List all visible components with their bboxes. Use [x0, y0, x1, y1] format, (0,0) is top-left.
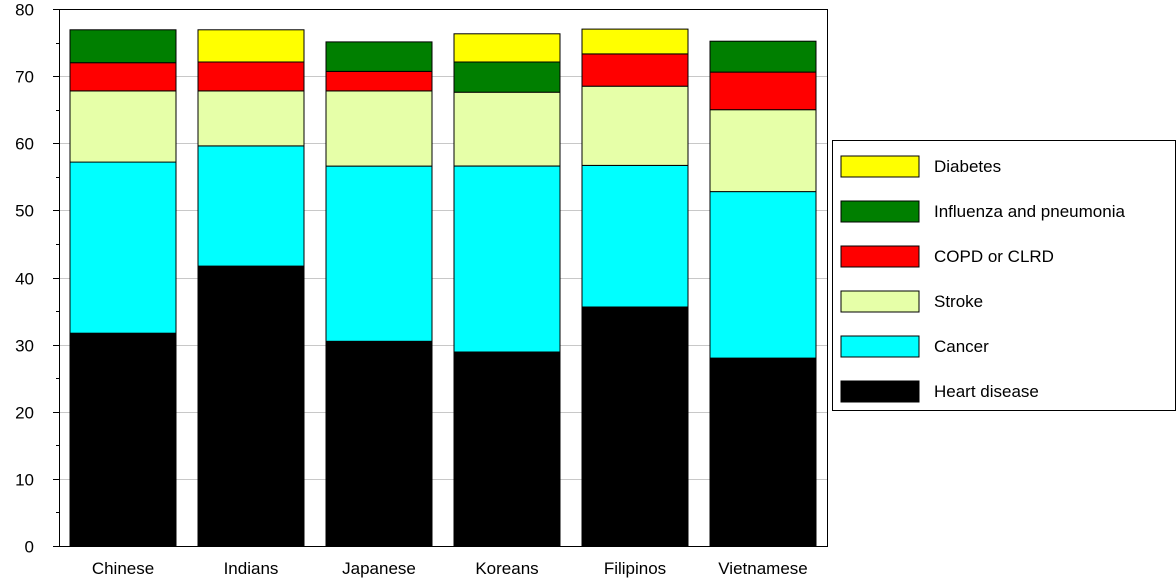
x-tick-label: Filipinos — [604, 559, 666, 578]
x-tick-label: Japanese — [342, 559, 416, 578]
x-tick-label: Vietnamese — [718, 559, 807, 578]
bar-vietnamese-copd-or-clrd — [709, 71, 817, 111]
bar-japanese-influenza-and-pneumonia — [325, 41, 433, 72]
bar-vietnamese-heart-disease — [709, 357, 817, 547]
legend-swatch-copd-or-clrd — [840, 245, 920, 268]
bar-indians-cancer — [197, 145, 305, 267]
bar-chinese-influenza-and-pneumonia — [69, 29, 177, 64]
x-tick-label: Indians — [224, 559, 279, 578]
legend: Diabetes Influenza and pneumonia COPD or C… — [832, 140, 1176, 411]
legend-label-cancer: Cancer — [934, 337, 989, 356]
y-tick-label: 80 — [15, 1, 34, 20]
bar-filipinos-copd-or-clrd — [581, 53, 689, 87]
bar-chinese-heart-disease — [69, 332, 177, 547]
y-tick-label: 20 — [15, 404, 34, 423]
bar-filipinos-diabetes — [581, 28, 689, 55]
y-tick-label: 40 — [15, 270, 34, 289]
x-axis-labels: Chinese Indians Japanese Koreans Filipinos Vi… — [92, 559, 808, 578]
bars — [69, 28, 817, 547]
legend-label-stroke: Stroke — [934, 292, 983, 311]
y-tick-label: 0 — [25, 538, 34, 557]
bar-chinese-cancer — [69, 161, 177, 334]
bar-vietnamese-cancer — [709, 191, 817, 359]
x-tick-label: Chinese — [92, 559, 154, 578]
bar-koreans-heart-disease — [453, 351, 561, 547]
bar-koreans-stroke — [453, 91, 561, 167]
bar-indians-copd-or-clrd — [197, 61, 305, 92]
bar-filipinos-cancer — [581, 164, 689, 308]
bar-japanese-copd-or-clrd — [325, 70, 433, 92]
legend-swatch-stroke — [840, 290, 920, 313]
bar-japanese-heart-disease — [325, 340, 433, 547]
bar-koreans-diabetes — [453, 33, 561, 63]
legend-label-heart-disease: Heart disease — [934, 382, 1039, 401]
gridlines — [59, 9, 827, 480]
plot-frame — [59, 9, 828, 547]
bar-indians-stroke — [197, 90, 305, 147]
legend-label-diabetes: Diabetes — [934, 157, 1001, 176]
bar-japanese-cancer — [325, 165, 433, 342]
bar-filipinos-stroke — [581, 85, 689, 166]
x-tick-label: Koreans — [475, 559, 538, 578]
legend-swatch-influenza-and-pneumonia — [840, 200, 920, 223]
y-axis-ticks: 0 10 20 30 40 50 60 70 80 — [15, 1, 59, 557]
bar-filipinos-heart-disease — [581, 306, 689, 547]
bar-chinese-copd-or-clrd — [69, 62, 177, 92]
legend-swatch-diabetes — [840, 155, 920, 178]
legend-swatch-heart-disease — [840, 380, 920, 403]
bar-chinese-stroke — [69, 90, 177, 163]
y-tick-label: 70 — [15, 68, 34, 87]
bar-koreans-cancer — [453, 165, 561, 353]
legend-label-copd-or-clrd: COPD or CLRD — [934, 247, 1054, 266]
y-tick-label: 30 — [15, 337, 34, 356]
y-tick-label: 60 — [15, 135, 34, 154]
bar-vietnamese-influenza-and-pneumonia — [709, 40, 817, 73]
bar-japanese-stroke — [325, 90, 433, 167]
y-tick-label: 50 — [15, 202, 34, 221]
legend-box — [832, 140, 1176, 411]
axes — [59, 9, 828, 547]
bar-indians-heart-disease — [197, 265, 305, 547]
legend-swatch-cancer — [840, 335, 920, 358]
bar-koreans-influenza-and-pneumonia — [453, 61, 561, 93]
legend-label-influenza-and-pneumonia: Influenza and pneumonia — [934, 202, 1125, 221]
bar-vietnamese-stroke — [709, 109, 817, 193]
bar-indians-diabetes — [197, 29, 305, 63]
y-tick-label: 10 — [15, 471, 34, 490]
